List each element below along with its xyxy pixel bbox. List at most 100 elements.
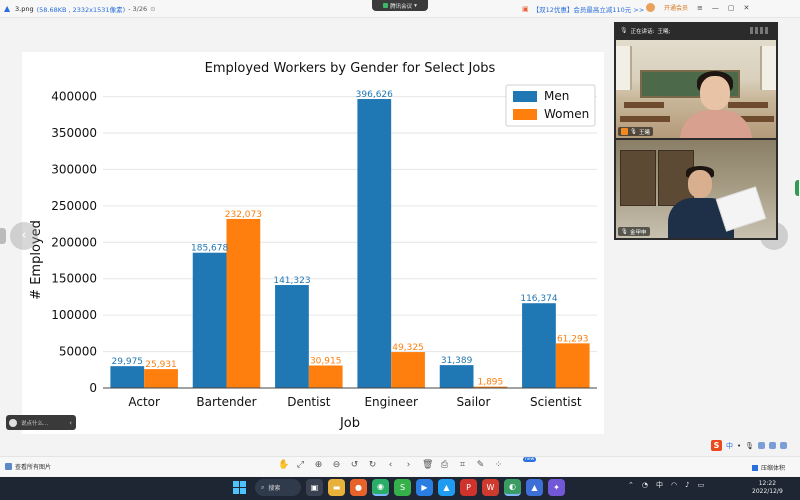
chevron-up-icon[interactable]: ⌃: [628, 481, 634, 489]
meeting-pill-label: 腾讯会议: [390, 3, 413, 10]
wps-spreadsheet-icon[interactable]: S: [394, 479, 411, 496]
taskbar-search[interactable]: ⌕ 搜索: [255, 479, 301, 496]
task-view-icon[interactable]: ▣: [306, 479, 323, 496]
compress-button[interactable]: 压缩体积: [752, 463, 785, 472]
sogou-ime-icon[interactable]: S: [711, 440, 722, 451]
chart-title: Employed Workers by Gender for Select Jo…: [205, 61, 496, 76]
fit-screen-icon[interactable]: ⤢: [296, 460, 305, 470]
chart-legend: Men Women: [505, 84, 596, 127]
taskbar-search-label: 搜索: [268, 485, 281, 492]
image-canvas: Employed Workers by Gender for Select Jo…: [22, 52, 604, 434]
participant-name: 金甲申: [629, 229, 647, 236]
file-info: ▲ 3.png (58.68KB , 2332x1531像素) - 3/26 ⊙: [4, 4, 156, 15]
punctuation-icon[interactable]: •: [737, 441, 742, 450]
paper-sheet: [715, 186, 767, 232]
previous-image-button[interactable]: ‹: [10, 222, 38, 250]
chevron-down-icon: ▾: [414, 2, 417, 9]
bar-chart: Employed Workers by Gender for Select Jo…: [29, 61, 597, 431]
gallery-view-icon[interactable]: [750, 27, 770, 34]
delete-icon[interactable]: 🗑: [422, 460, 434, 470]
zoom-out-icon[interactable]: ⊖: [332, 460, 341, 470]
chevron-left-icon[interactable]: ‹: [69, 418, 72, 427]
volume-icon[interactable]: ♪: [685, 481, 690, 489]
zoom-in-icon[interactable]: ⊕: [314, 460, 323, 470]
right-edge-handle[interactable]: [795, 180, 799, 196]
view-all-images-button[interactable]: 查看所有图片: [5, 462, 51, 471]
rotate-right-icon[interactable]: ↻: [368, 460, 377, 470]
wps-icon[interactable]: W: [482, 479, 499, 496]
share-icon[interactable]: ⊙: [150, 5, 156, 13]
legend-label-women: Women: [544, 107, 589, 121]
app-icon[interactable]: ✦: [548, 479, 565, 496]
image-viewer-taskbar-icon[interactable]: ▲: [526, 479, 543, 496]
meeting-app-icon: [383, 3, 389, 8]
crop-icon[interactable]: ⌗: [459, 460, 466, 470]
cloud-app-icon[interactable]: ▲: [438, 479, 455, 496]
participant-video-2[interactable]: 🎙 金甲申: [616, 140, 776, 238]
ime-mode[interactable]: 中: [726, 441, 733, 450]
tray-app-icon[interactable]: ◔: [641, 481, 648, 489]
x-tick-label: Sailor: [457, 395, 491, 409]
participant-figure: [680, 110, 752, 138]
y-tick-label: 0: [89, 381, 97, 395]
minimize-icon[interactable]: —: [711, 3, 719, 12]
more-tools-icon[interactable]: ⁘: [494, 460, 503, 470]
bars: [110, 99, 590, 388]
wifi-icon[interactable]: ◠: [670, 481, 678, 489]
tencent-meeting-icon[interactable]: ◐: [504, 479, 521, 496]
user-avatar[interactable]: [646, 3, 655, 12]
left-edge-handle[interactable]: [0, 228, 6, 244]
file-explorer-icon[interactable]: ▬: [328, 479, 345, 496]
host-icon: [621, 128, 628, 135]
gift-icon: ▣: [522, 5, 529, 13]
taskbar-clock[interactable]: 12:22 2022/12/9: [752, 480, 783, 496]
meeting-pill[interactable]: 腾讯会议 ▾: [372, 0, 428, 11]
y-tick-label: 50000: [59, 345, 97, 359]
firefox-icon[interactable]: ●: [350, 479, 367, 496]
feishu-icon[interactable]: ▶: [416, 479, 433, 496]
edit-icon[interactable]: ✎: [476, 460, 485, 470]
keyboard-icon[interactable]: [758, 442, 766, 449]
emoji-icon[interactable]: [9, 418, 17, 427]
bar-women: [391, 352, 425, 388]
bar-men: [439, 365, 474, 388]
maximize-icon[interactable]: ▢: [727, 3, 735, 12]
participant-video-1[interactable]: 🎙 王曦: [616, 40, 776, 138]
bar-men: [357, 99, 392, 388]
print-icon[interactable]: ⎙: [440, 460, 449, 470]
viewer-title-bar: ▲ 3.png (58.68KB , 2332x1531像素) - 3/26 ⊙…: [0, 0, 800, 18]
y-axis-title: # Employed: [29, 220, 44, 300]
skin-icon[interactable]: [769, 442, 777, 449]
windows-start-icon[interactable]: [233, 481, 246, 494]
voice-icon[interactable]: 🎙: [745, 441, 755, 450]
classroom-window: [760, 46, 776, 90]
next-icon[interactable]: ›: [406, 460, 411, 470]
battery-icon[interactable]: ▭: [697, 481, 705, 489]
value-label-women: 30,915: [310, 356, 342, 366]
meeting-video-panel: 🎙 正在讲话: 王曦; 🎙 王曦 🎙 金甲申: [614, 22, 778, 240]
participant-face: [700, 76, 730, 110]
toolbox-icon[interactable]: [780, 442, 788, 449]
pdf-app-icon[interactable]: P: [460, 479, 477, 496]
participant-name-tag: 🎙 金甲申: [618, 227, 650, 236]
hand-tool-icon[interactable]: ✋: [278, 460, 290, 470]
previous-icon[interactable]: ‹: [388, 460, 393, 470]
image-viewer-icon: ▲: [4, 4, 11, 13]
promo-link[interactable]: ▣ 【双12优惠】会员最高立减110元 >>: [522, 4, 644, 14]
y-tick-label: 100000: [51, 308, 97, 322]
menu-icon[interactable]: ≡: [697, 3, 703, 12]
value-label-men: 141,323: [273, 276, 310, 286]
viewer-toolbar: 查看所有图片 ✋ ⤢ ⊕ ⊖ ↺ ↻ ‹ › 🗑 ⎙ ⌗ ✎ ⁘ new 压缩体…: [0, 456, 800, 476]
compress-icon: [752, 464, 758, 471]
vip-link[interactable]: 开通会员: [664, 5, 689, 12]
speaking-indicator: 🎙 正在讲话: 王曦;: [614, 22, 778, 39]
close-icon[interactable]: ✕: [743, 3, 750, 12]
bar-women: [555, 343, 590, 388]
chat-input-pill[interactable]: 说点什么... ‹: [6, 415, 76, 430]
wechat-icon[interactable]: ◉: [372, 479, 389, 496]
input-language[interactable]: 中: [655, 481, 663, 489]
view-all-label: 查看所有图片: [15, 464, 52, 471]
gallery-icon: [5, 463, 12, 470]
participant-face: [688, 170, 712, 198]
rotate-left-icon[interactable]: ↺: [350, 460, 359, 470]
